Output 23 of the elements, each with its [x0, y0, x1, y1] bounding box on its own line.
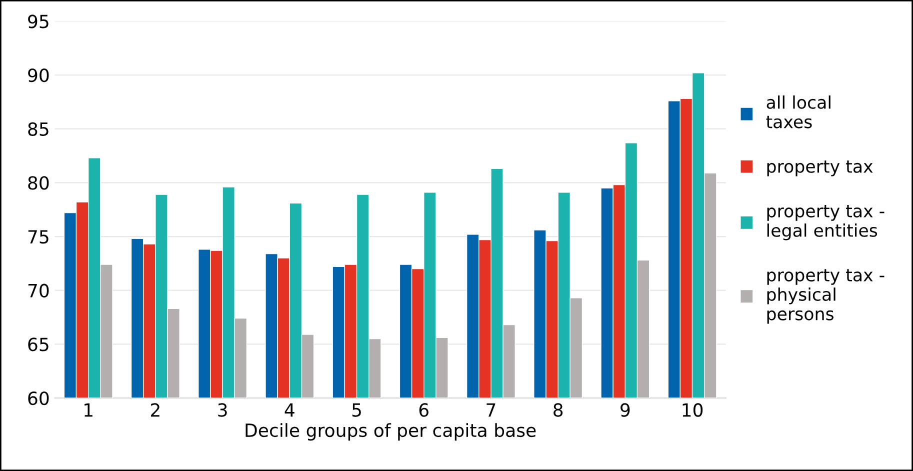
x-tick-label: 3: [218, 403, 227, 417]
x-tick-label: 1: [84, 403, 92, 417]
y-tick-label: 70: [28, 284, 49, 298]
y-tick-label: 60: [28, 391, 49, 406]
x-tick-label: 10: [682, 403, 703, 417]
x-tick-label: 8: [554, 403, 563, 417]
y-tick-label: 85: [28, 122, 48, 136]
y-tick-label: 75: [28, 230, 48, 244]
x-tick-label: 2: [151, 403, 160, 417]
legend-label: property tax: [767, 160, 873, 176]
x-tick-label: 4: [284, 403, 294, 417]
y-tick-label: 95: [28, 14, 48, 28]
x-tick-label: 9: [620, 403, 630, 417]
x-axis-title: Decile groups of per capita base: [246, 423, 536, 441]
legend-label: all local taxes: [766, 95, 830, 128]
legend-label: property tax - legal entities: [767, 205, 884, 240]
y-tick-label: 65: [28, 338, 48, 352]
x-tick-label: 6: [419, 403, 428, 417]
y-tick-label: 80: [28, 176, 49, 190]
legend-label: property tax - physical persons: [767, 269, 884, 324]
x-tick-label: 5: [352, 403, 361, 417]
y-tick-label: 90: [28, 68, 49, 82]
x-tick-label: 7: [486, 403, 496, 417]
